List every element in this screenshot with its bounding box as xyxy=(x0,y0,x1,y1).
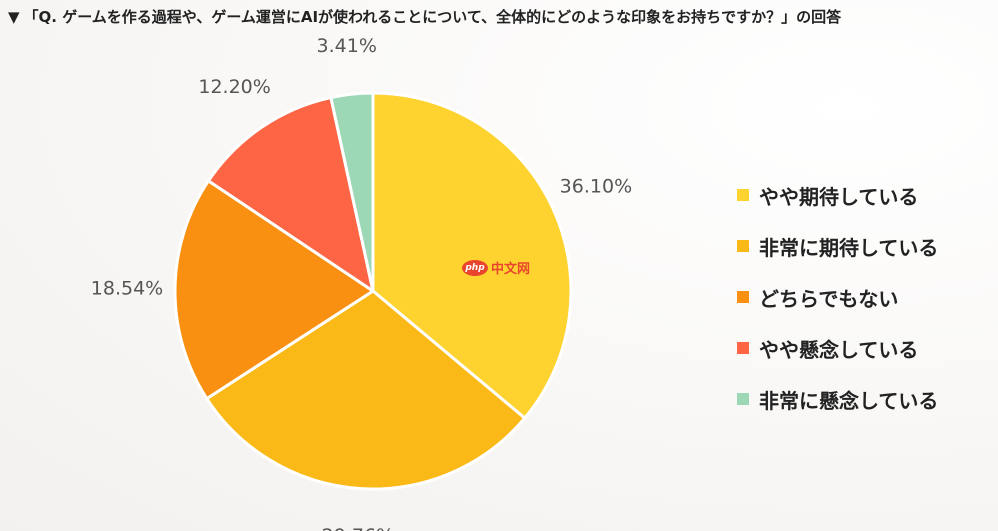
watermark-text: 中文网 xyxy=(491,262,531,277)
legend-swatch xyxy=(737,342,749,354)
pie-labels: 36.10% 29.76% 18.54% 12.20% 3.41% xyxy=(91,35,632,531)
legend-swatch xyxy=(737,291,749,303)
slice-value-label-5: 3.41% xyxy=(317,35,377,57)
legend-item: 非常に期待している xyxy=(737,231,938,261)
legend-item: どちらでもない xyxy=(737,282,938,312)
php-logo-icon: php xyxy=(462,259,488,276)
triangle-marker-icon: ▼ xyxy=(8,8,20,26)
pie-slice-4 xyxy=(206,96,375,293)
legend-swatch xyxy=(737,240,749,252)
legend-item: 非常に懸念している xyxy=(737,384,938,414)
legend-label: 非常に懸念している xyxy=(759,388,939,413)
pie-slice-1 xyxy=(371,91,573,420)
chart-title-text: 「Q. ゲームを作る過程や、ゲーム運営にAIが使われることについて、全体的にどの… xyxy=(23,8,842,26)
legend-label: やや期待している xyxy=(759,184,919,209)
legend-swatch xyxy=(737,189,749,201)
legend-label: やや懸念している xyxy=(759,337,919,362)
legend-label: どちらでもない xyxy=(759,286,899,311)
chart-title: ▼ 「Q. ゲームを作る過程や、ゲーム運営にAIが使われることについて、全体的にど… xyxy=(8,6,841,27)
slice-value-label-4: 12.20% xyxy=(198,76,270,98)
legend-swatch xyxy=(737,393,749,405)
legend-item: やや懸念している xyxy=(737,333,938,363)
pie-slice-5 xyxy=(329,91,375,293)
pie-slices xyxy=(173,91,573,491)
slice-value-label-2: 29.76% xyxy=(322,525,394,531)
chart-legend: やや期待している 非常に期待している どちらでもない やや懸念している 非常に懸念してい… xyxy=(737,180,938,435)
slice-value-label-1: 36.10% xyxy=(560,175,632,197)
watermark: php 中文网 xyxy=(462,258,530,277)
slice-value-label-3: 18.54% xyxy=(91,278,163,300)
pie-slice-3 xyxy=(173,179,375,401)
pie-slice-2 xyxy=(205,289,527,491)
legend-item: やや期待している xyxy=(737,180,938,210)
legend-label: 非常に期待している xyxy=(759,235,939,260)
